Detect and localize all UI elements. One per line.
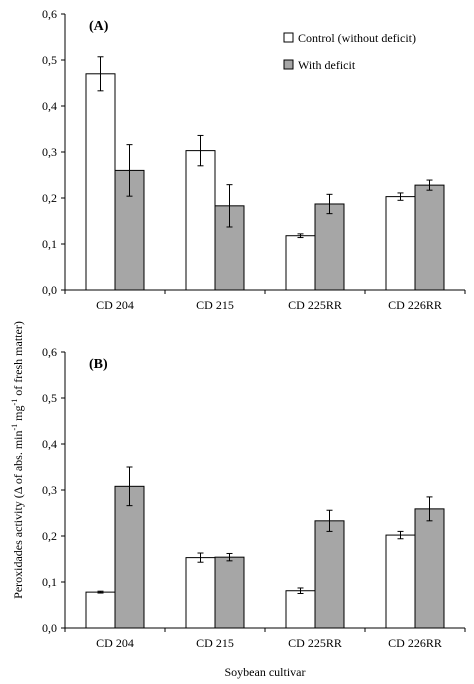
bar-control [385,534,416,629]
x-axis-label: Soybean cultivar [225,665,306,679]
y-axis-label-sup-1: -1 [10,424,19,431]
y-tick-label: 0,4 [42,437,57,451]
y-tick-label: 0,1 [42,237,57,251]
y-axis-label-sup-2: -1 [10,399,19,406]
y-axis-label-end: of fresh matter) [11,321,25,399]
legend-label: Control (without deficit) [298,31,416,45]
x-tick-label: CD 215 [196,298,234,312]
bar-deficit [314,203,345,291]
x-tick-label: CD 225RR [288,636,342,650]
legend-swatch [283,32,294,43]
y-tick-label: 0,5 [42,53,57,67]
bar-deficit [314,520,345,629]
bar-deficit [414,508,445,629]
y-tick-label: 0,6 [42,7,57,21]
bar-control [285,235,316,291]
bar-control [385,196,416,291]
y-axis-label-mid: mg [11,405,25,423]
y-tick-label: 0,6 [42,345,57,359]
bar-control [85,591,116,629]
bar-control [285,590,316,629]
y-tick-label: 0,5 [42,391,57,405]
y-axis-label-main: Peroxidades activity (Δ of abs. min [11,430,25,598]
y-tick-label: 0,0 [42,621,57,635]
bar-deficit [214,556,245,629]
x-tick-label: CD 204 [96,298,134,312]
bar-control [185,557,216,629]
x-tick-label: CD 215 [196,636,234,650]
y-tick-label: 0,3 [42,483,57,497]
panel-label: (A) [89,19,109,34]
y-tick-label: 0,2 [42,191,57,205]
y-axis-label: Peroxidades activity (Δ of abs. min-1 mg… [10,321,25,599]
bar-deficit [414,184,445,291]
x-tick-label: CD 225RR [288,298,342,312]
y-tick-label: 0,3 [42,145,57,159]
y-tick-label: 0,4 [42,99,57,113]
panel-b: 0,0 0,1 0,2 0,3 0,4 0,5 0,6 CD 204 CD 215 CD 225R… [42,345,466,650]
bar-control [185,150,216,291]
x-tick-label: CD 226RR [388,298,442,312]
y-tick-label: 0,1 [42,575,57,589]
bar-deficit [114,485,145,629]
legend-label: With deficit [298,58,356,72]
legend-swatch [283,59,294,70]
panel-label: (B) [89,357,108,372]
x-tick-label: CD 226RR [388,636,442,650]
x-tick-label: CD 204 [96,636,134,650]
panel-a: 0,0 0,1 0,2 0,3 0,4 0,5 0,6 CD 204 CD 215 CD 225R… [42,7,466,312]
y-tick-label: 0,0 [42,283,57,297]
bar-control [85,73,116,291]
y-tick-label: 0,2 [42,529,57,543]
